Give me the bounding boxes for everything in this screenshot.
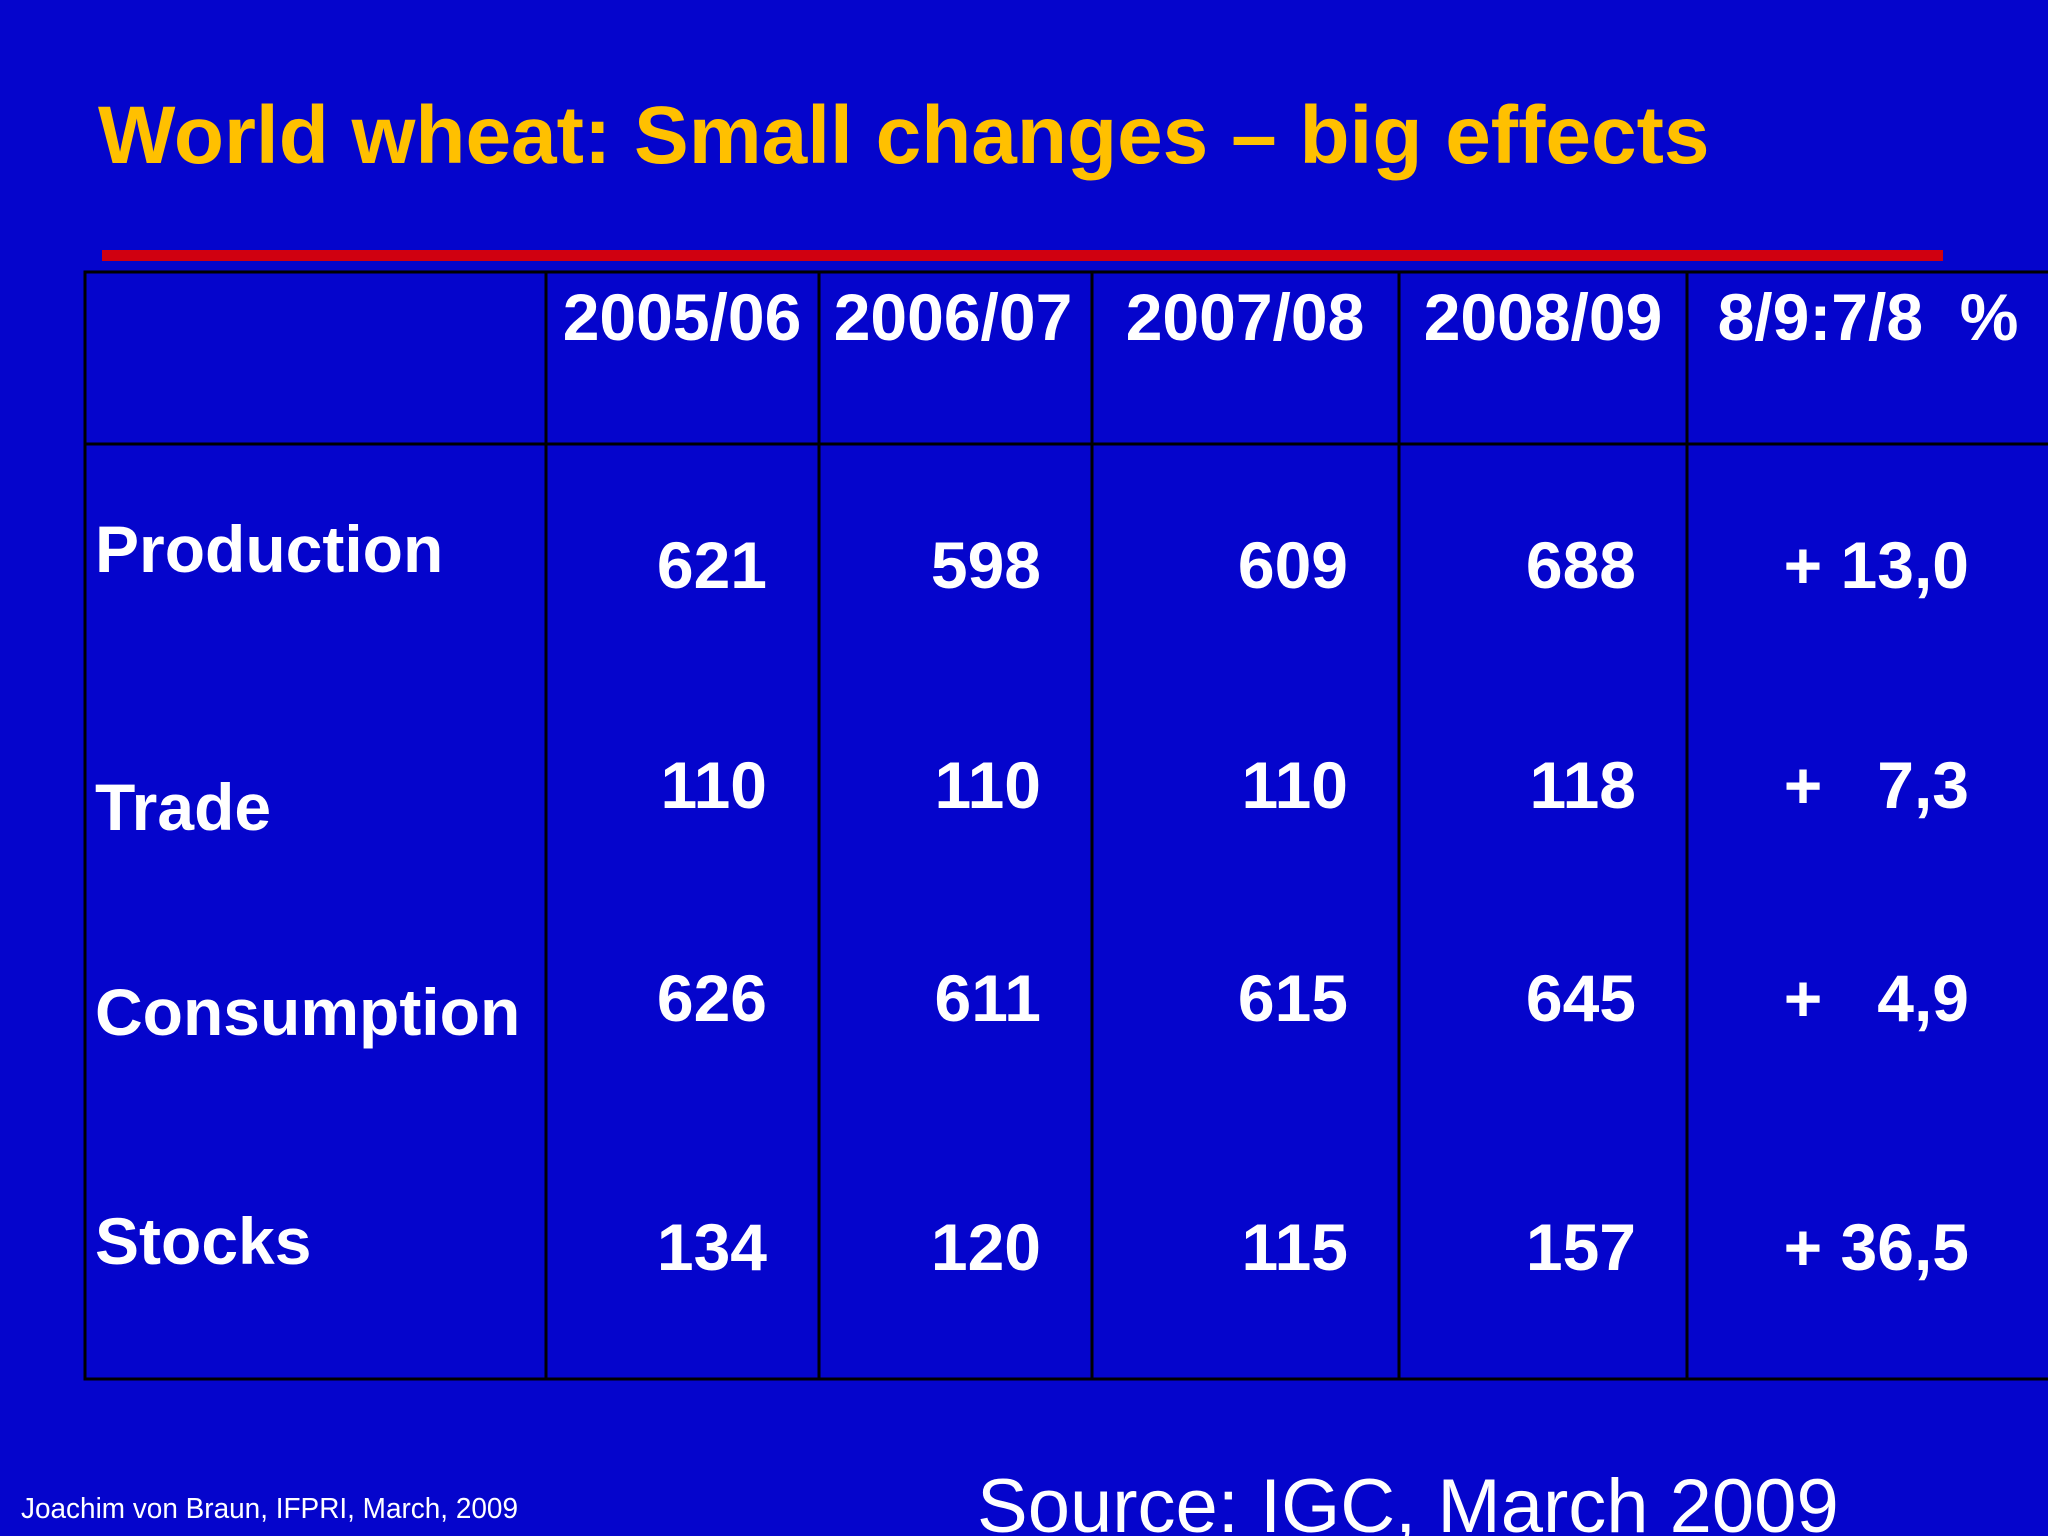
row-label: Stocks <box>95 1204 311 1278</box>
cell-value: 115 <box>1242 1210 1348 1284</box>
table-border <box>83 270 2048 1381</box>
table-cells: 2005/06 2006/07 2007/08 2008/09 8/9:7/8 % Pro… <box>95 280 2018 1284</box>
column-header: 8/9:7/8 % <box>1718 280 2019 354</box>
cell-value: 621 <box>657 528 767 602</box>
cell-value: 110 <box>661 748 767 822</box>
cell-value: 615 <box>1238 961 1348 1035</box>
cell-value: 110 <box>935 748 1041 822</box>
cell-value: 110 <box>1242 748 1348 822</box>
row-label: Trade <box>95 770 271 844</box>
cell-value: 609 <box>1238 528 1348 602</box>
column-header: 2005/06 <box>563 280 802 354</box>
row-label: Consumption <box>95 975 520 1049</box>
cell-value: 120 <box>931 1210 1041 1284</box>
cell-value: 134 <box>657 1210 767 1284</box>
cell-value: + 4,9 <box>1784 961 1969 1035</box>
cell-value: 611 <box>935 961 1041 1035</box>
cell-value: 688 <box>1526 528 1636 602</box>
cell-value: 645 <box>1526 961 1636 1035</box>
cell-value: + 36,5 <box>1784 1210 1969 1284</box>
cell-value: 118 <box>1530 748 1636 822</box>
cell-value: + 13,0 <box>1784 528 1969 602</box>
column-header: 2007/08 <box>1126 280 1365 354</box>
title-rule <box>102 250 1943 261</box>
source-note: Source: IGC, March 2009 <box>977 1464 1839 1536</box>
table-grid <box>83 270 2048 1381</box>
cell-value: + 7,3 <box>1784 748 1969 822</box>
column-header: 2006/07 <box>834 280 1073 354</box>
cell-value: 157 <box>1526 1210 1636 1284</box>
row-label: Production <box>95 512 443 586</box>
slide-title: World wheat: Small changes – big effects <box>98 90 1710 181</box>
author-note: Joachim von Braun, IFPRI, March, 2009 <box>21 1493 518 1525</box>
cell-value: 626 <box>657 961 767 1035</box>
column-header: 2008/09 <box>1424 280 1663 354</box>
cell-value: 598 <box>931 528 1041 602</box>
